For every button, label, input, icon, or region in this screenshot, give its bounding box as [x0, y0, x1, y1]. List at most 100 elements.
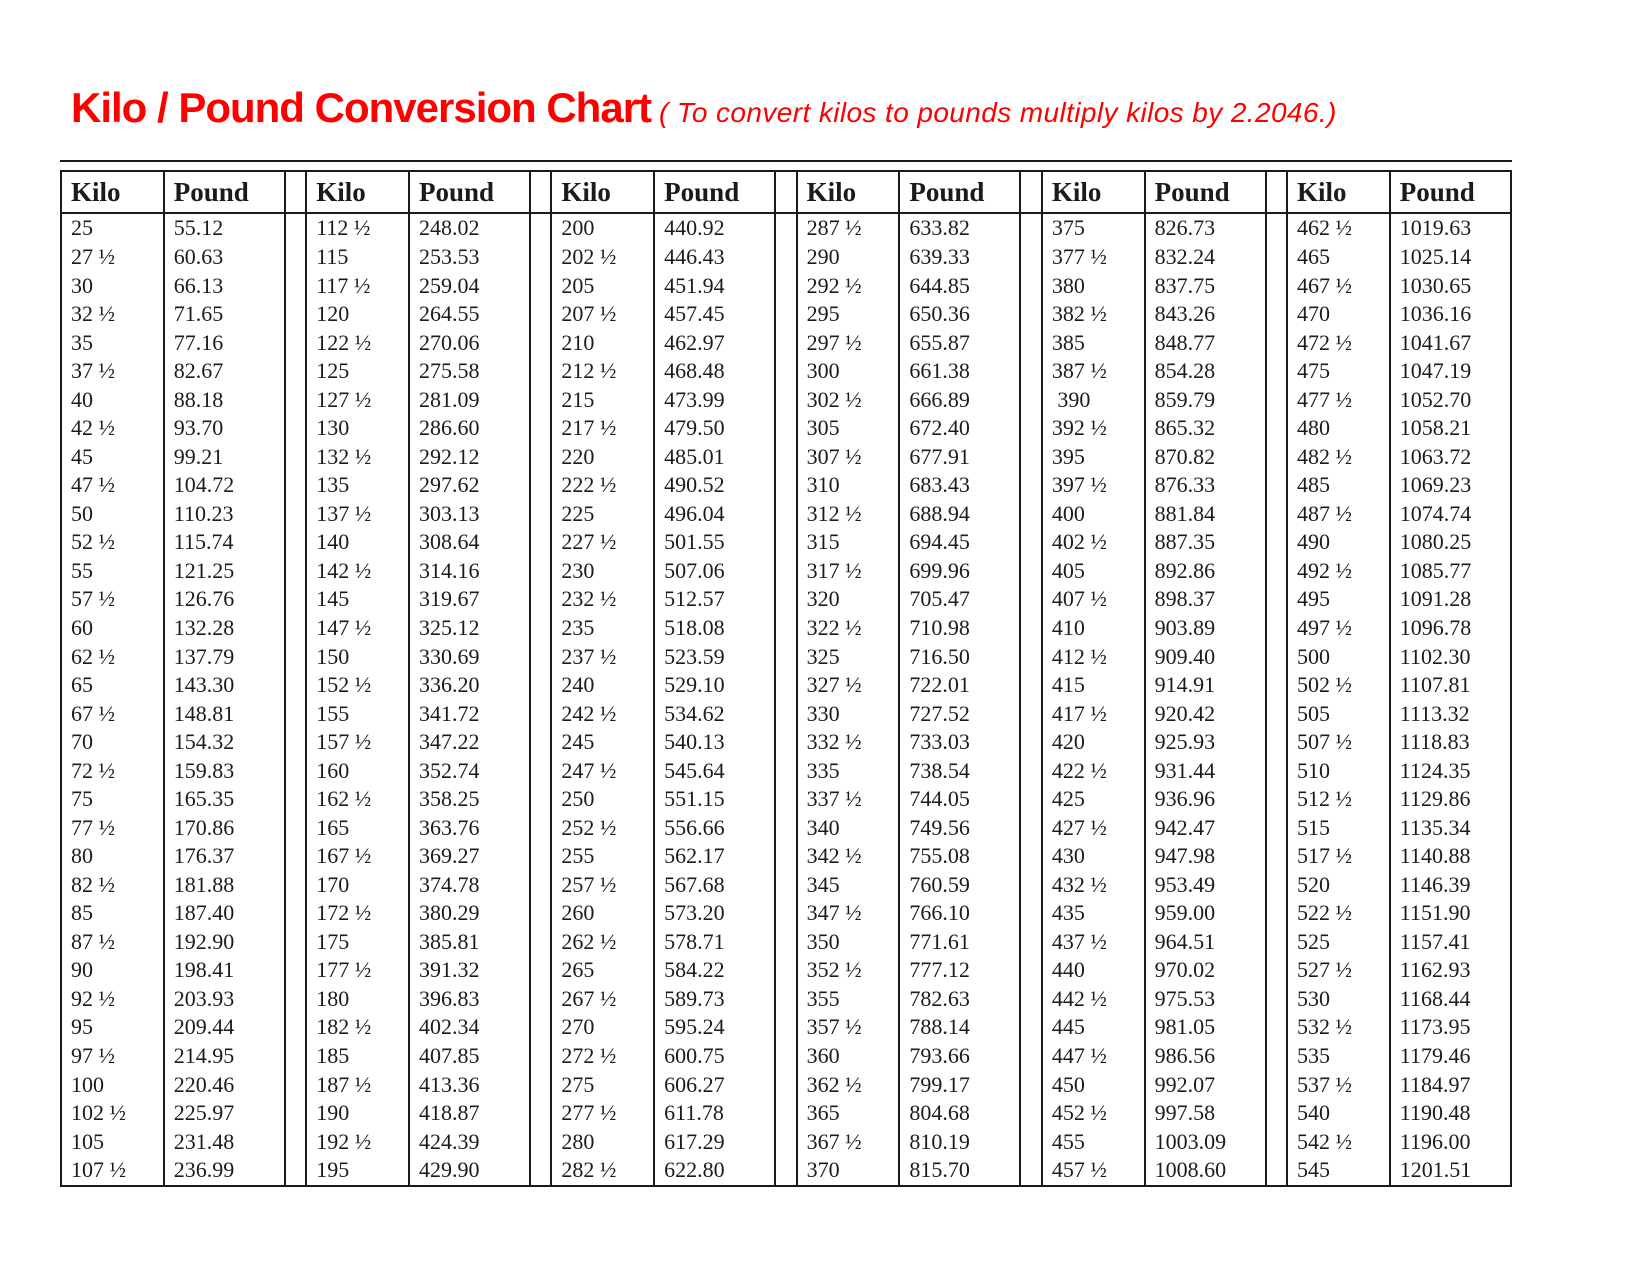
table-row: 52 ½ 115.74 140 308.64 227 ½ 501.55 315 694.45 4…: [60, 528, 1513, 557]
spacer-cell: [1264, 356, 1289, 386]
kilo-column-header: Kilo: [305, 171, 410, 214]
kilo-cell: 470: [1286, 299, 1391, 329]
kilo-cell: 187 ½: [305, 1070, 410, 1099]
kilo-cell: 175: [305, 927, 410, 957]
spacer-cell: [1264, 642, 1289, 671]
kilo-cell: 335: [795, 756, 901, 785]
pound-cell: 1140.88: [1388, 841, 1513, 871]
pound-cell: 881.84: [1143, 499, 1267, 529]
pound-cell: 429.90: [407, 1155, 532, 1186]
spacer-cell: [283, 870, 308, 900]
pound-cell: 473.99: [653, 385, 777, 415]
kilo-cell: 320: [795, 585, 901, 614]
spacer-cell: [283, 471, 308, 500]
spacer-cell: [529, 471, 553, 500]
kilo-cell: 520: [1286, 870, 1391, 900]
table-row: 90 198.41 177 ½ 391.32 265 584.22 352 ½ 777.12 4…: [60, 956, 1513, 985]
pound-cell: 77.16: [162, 328, 286, 357]
spacer-cell: [774, 984, 798, 1014]
table-row: 25 55.12 112 ½ 248.02 200 440.92 287 ½ 633.82 37…: [60, 213, 1513, 243]
pound-cell: 655.87: [898, 328, 1022, 357]
pound-cell: 733.03: [898, 727, 1022, 757]
spacer-cell: [529, 356, 553, 386]
pound-cell: 275.58: [407, 356, 532, 386]
spacer-cell: [283, 613, 308, 643]
spacer-cell: [774, 328, 798, 357]
spacer-cell: [283, 784, 308, 814]
pound-cell: 1168.44: [1388, 984, 1513, 1014]
kilo-cell: 55: [60, 556, 165, 586]
spacer-cell: [774, 1041, 798, 1071]
spacer-cell: [529, 756, 553, 785]
spacer-cell: [774, 213, 798, 243]
pound-cell: 1036.16: [1388, 299, 1513, 329]
spacer-cell: [774, 242, 798, 272]
spacer-cell: [1019, 756, 1043, 785]
spacer-cell: [1019, 299, 1043, 329]
table-row: 65 143.30 152 ½ 336.20 240 529.10 327 ½ 722.01 4…: [60, 670, 1513, 700]
table-row: 62 ½ 137.79 150 330.69 237 ½ 523.59 325 716.50 4…: [60, 642, 1513, 671]
pound-cell: 110.23: [162, 499, 286, 529]
spacer-cell: [1264, 927, 1289, 957]
pound-cell: 1151.90: [1388, 899, 1513, 928]
kilo-cell: 245: [550, 727, 656, 757]
kilo-cell: 405: [1040, 556, 1146, 586]
spacer-cell: [774, 585, 798, 614]
kilo-cell: 237 ½: [550, 642, 656, 671]
kilo-cell: 412 ½: [1040, 642, 1146, 671]
spacer-cell: [283, 499, 308, 529]
kilo-cell: 117 ½: [305, 271, 410, 300]
table-row: 30 66.13 117 ½ 259.04 205 451.94 292 ½ 644.85 38…: [60, 271, 1513, 300]
kilo-cell: 120: [305, 299, 410, 329]
kilo-cell: 140: [305, 528, 410, 557]
table-row: 105 231.48 192 ½ 424.39 280 617.29 367 ½ 810.19…: [60, 1127, 1513, 1156]
pound-cell: 1096.78: [1388, 613, 1513, 643]
table-row: 100 220.46 187 ½ 413.36 275 606.27 362 ½ 799.17…: [60, 1070, 1513, 1099]
kilo-cell: 295: [795, 299, 901, 329]
spacer-cell: [1264, 1070, 1289, 1099]
pound-cell: 99.21: [162, 442, 286, 472]
kilo-cell: 72 ½: [60, 756, 165, 785]
pound-cell: 1047.19: [1388, 356, 1513, 386]
kilo-cell: 195: [305, 1155, 410, 1186]
kilo-cell: 125: [305, 356, 410, 386]
pound-cell: 936.96: [1143, 784, 1267, 814]
kilo-cell: 240: [550, 670, 656, 700]
spacer-cell: [529, 813, 553, 842]
kilo-cell: 462 ½: [1286, 213, 1391, 243]
pound-cell: 755.08: [898, 841, 1022, 871]
pound-cell: 341.72: [407, 699, 532, 728]
pound-cell: 1041.67: [1388, 328, 1513, 357]
table-row: 95 209.44 182 ½ 402.34 270 595.24 357 ½ 788.14 4…: [60, 1013, 1513, 1042]
spacer-cell: [529, 727, 553, 757]
kilo-cell: 537 ½: [1286, 1070, 1391, 1099]
kilo-cell: 340: [795, 813, 901, 842]
kilo-cell: 207 ½: [550, 299, 656, 329]
spacer-cell: [774, 414, 798, 443]
pound-cell: 363.76: [407, 813, 532, 842]
pound-cell: 446.43: [653, 242, 777, 272]
kilo-cell: 90: [60, 956, 165, 985]
table-top-rule: [60, 160, 1512, 162]
pound-cell: 451.94: [653, 271, 777, 300]
spacer-cell: [283, 841, 308, 871]
spacer-cell: [774, 727, 798, 757]
table-row: 45 99.21 132 ½ 292.12 220 485.01 307 ½ 677.91 39…: [60, 442, 1513, 472]
pound-cell: 209.44: [162, 1013, 286, 1042]
pound-cell: 1074.74: [1388, 499, 1513, 529]
kilo-cell: 400: [1040, 499, 1146, 529]
spacer-cell: [1019, 471, 1043, 500]
kilo-cell: 255: [550, 841, 656, 871]
kilo-cell: 467 ½: [1286, 271, 1391, 300]
pound-cell: 1184.97: [1388, 1070, 1513, 1099]
pound-cell: 997.58: [1143, 1098, 1267, 1128]
kilo-cell: 365: [795, 1098, 901, 1128]
spacer-cell: [283, 813, 308, 842]
pound-cell: 920.42: [1143, 699, 1267, 728]
kilo-cell: 395: [1040, 442, 1146, 472]
pound-cell: 589.73: [653, 984, 777, 1014]
kilo-cell: 307 ½: [795, 442, 901, 472]
pound-cell: 981.05: [1143, 1013, 1267, 1042]
pound-cell: 1030.65: [1388, 271, 1513, 300]
